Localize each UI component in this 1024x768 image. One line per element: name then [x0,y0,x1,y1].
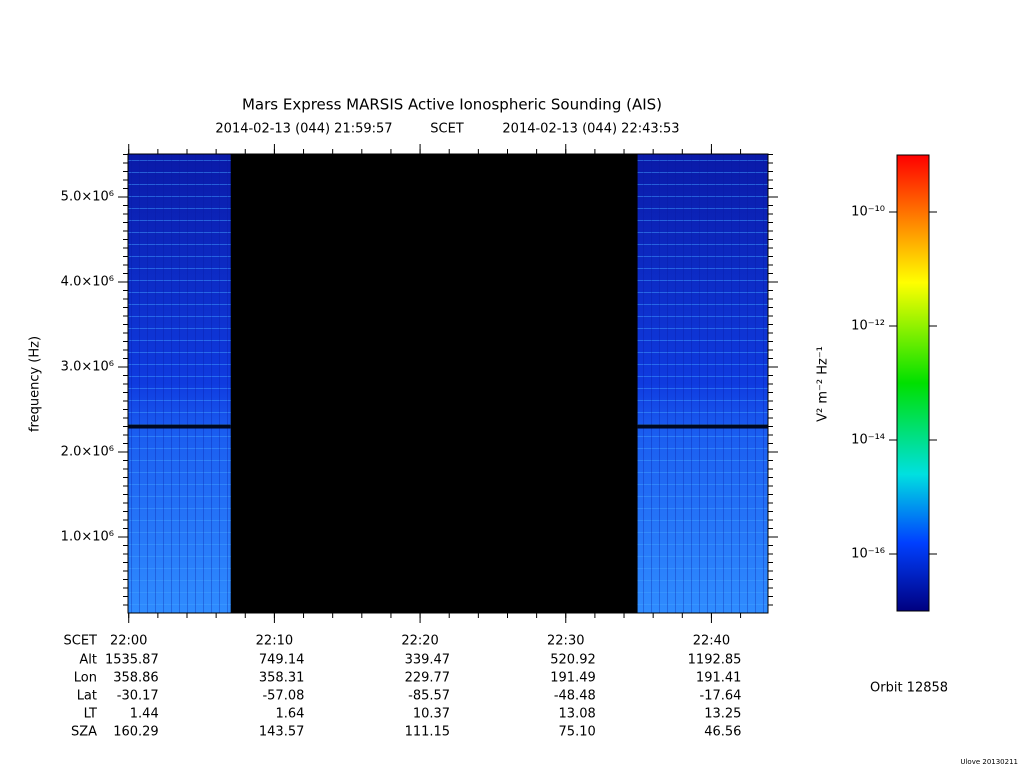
ephemeris-value: 191.41 [696,671,742,686]
ephemeris-value: 143.57 [259,725,305,740]
ephemeris-value: 358.31 [259,671,305,686]
y-tick-label: 1.0×10⁶ [61,530,114,545]
ephemeris-value: -17.64 [700,689,742,704]
x-axis-label: SCET [64,634,98,649]
colorbar-tick-label: 10⁻¹⁴ [851,433,885,448]
ephemeris-label: Lat [77,689,97,704]
ephemeris-value: 46.56 [704,725,741,740]
ephemeris-value: -30.17 [117,689,159,704]
ephemeris-value: 1.64 [275,707,304,722]
cutoff-band [637,424,768,429]
x-tick-label: 22:40 [693,634,730,649]
ephemeris-label: LT [84,707,97,722]
ephemeris-value: 75.10 [559,725,596,740]
colorbar-tick-label: 10⁻¹² [851,319,885,334]
data-texture [128,154,231,613]
colorbar [896,154,930,612]
y-tick-label: 4.0×10⁶ [61,275,114,290]
ephemeris-label: Lon [74,671,97,686]
ephemeris-value: 1.44 [130,707,159,722]
ephemeris-value: 520.92 [550,653,596,668]
colorbar-tick-label: 10⁻¹⁰ [851,205,885,220]
chart-title: Mars Express MARSIS Active Ionospheric S… [242,96,662,114]
ephemeris-value: 339.47 [405,653,451,668]
ephemeris-value: 1535.87 [105,653,159,668]
ephemeris-value: 111.15 [405,725,451,740]
y-axis-label: frequency (Hz) [28,336,43,432]
plot-frame [127,153,769,614]
y-tick-label: 2.0×10⁶ [61,445,114,460]
y-tick-label: 3.0×10⁶ [61,360,114,375]
colorbar-tick-label: 10⁻¹⁶ [851,547,885,562]
x-tick-label: 22:00 [110,634,147,649]
ephemeris-value: 749.14 [259,653,305,668]
ephemeris-value: 358.86 [113,671,159,686]
ephemeris-value: 13.08 [559,707,596,722]
ephemeris-value: 13.25 [704,707,741,722]
subtitle-scet: SCET [430,122,464,137]
subtitle-start: 2014-02-13 (044) 21:59:57 [215,122,392,137]
data-texture [637,154,768,613]
orbit: Orbit 12858 [870,681,948,696]
ephemeris-value: 1192.85 [688,653,742,668]
ephemeris-value: 229.77 [405,671,451,686]
colorbar-label: V² m⁻² Hz⁻¹ [816,346,831,422]
ephemeris-value: -57.08 [262,689,304,704]
ephemeris-value: 10.37 [413,707,450,722]
ephemeris-value: 191.49 [550,671,596,686]
ephemeris-label: Alt [79,653,97,668]
ephemeris-value: 160.29 [113,725,159,740]
ephemeris-value: -48.48 [554,689,596,704]
footer: Ulove 20130211 [960,758,1018,766]
ephemeris-label: SZA [71,725,97,740]
x-tick-label: 22:10 [256,634,293,649]
cutoff-band [128,424,231,429]
ephemeris-value: -85.57 [408,689,450,704]
x-tick-label: 22:20 [401,634,438,649]
y-tick-label: 5.0×10⁶ [61,190,114,205]
x-tick-label: 22:30 [547,634,584,649]
subtitle-end: 2014-02-13 (044) 22:43:53 [502,122,679,137]
